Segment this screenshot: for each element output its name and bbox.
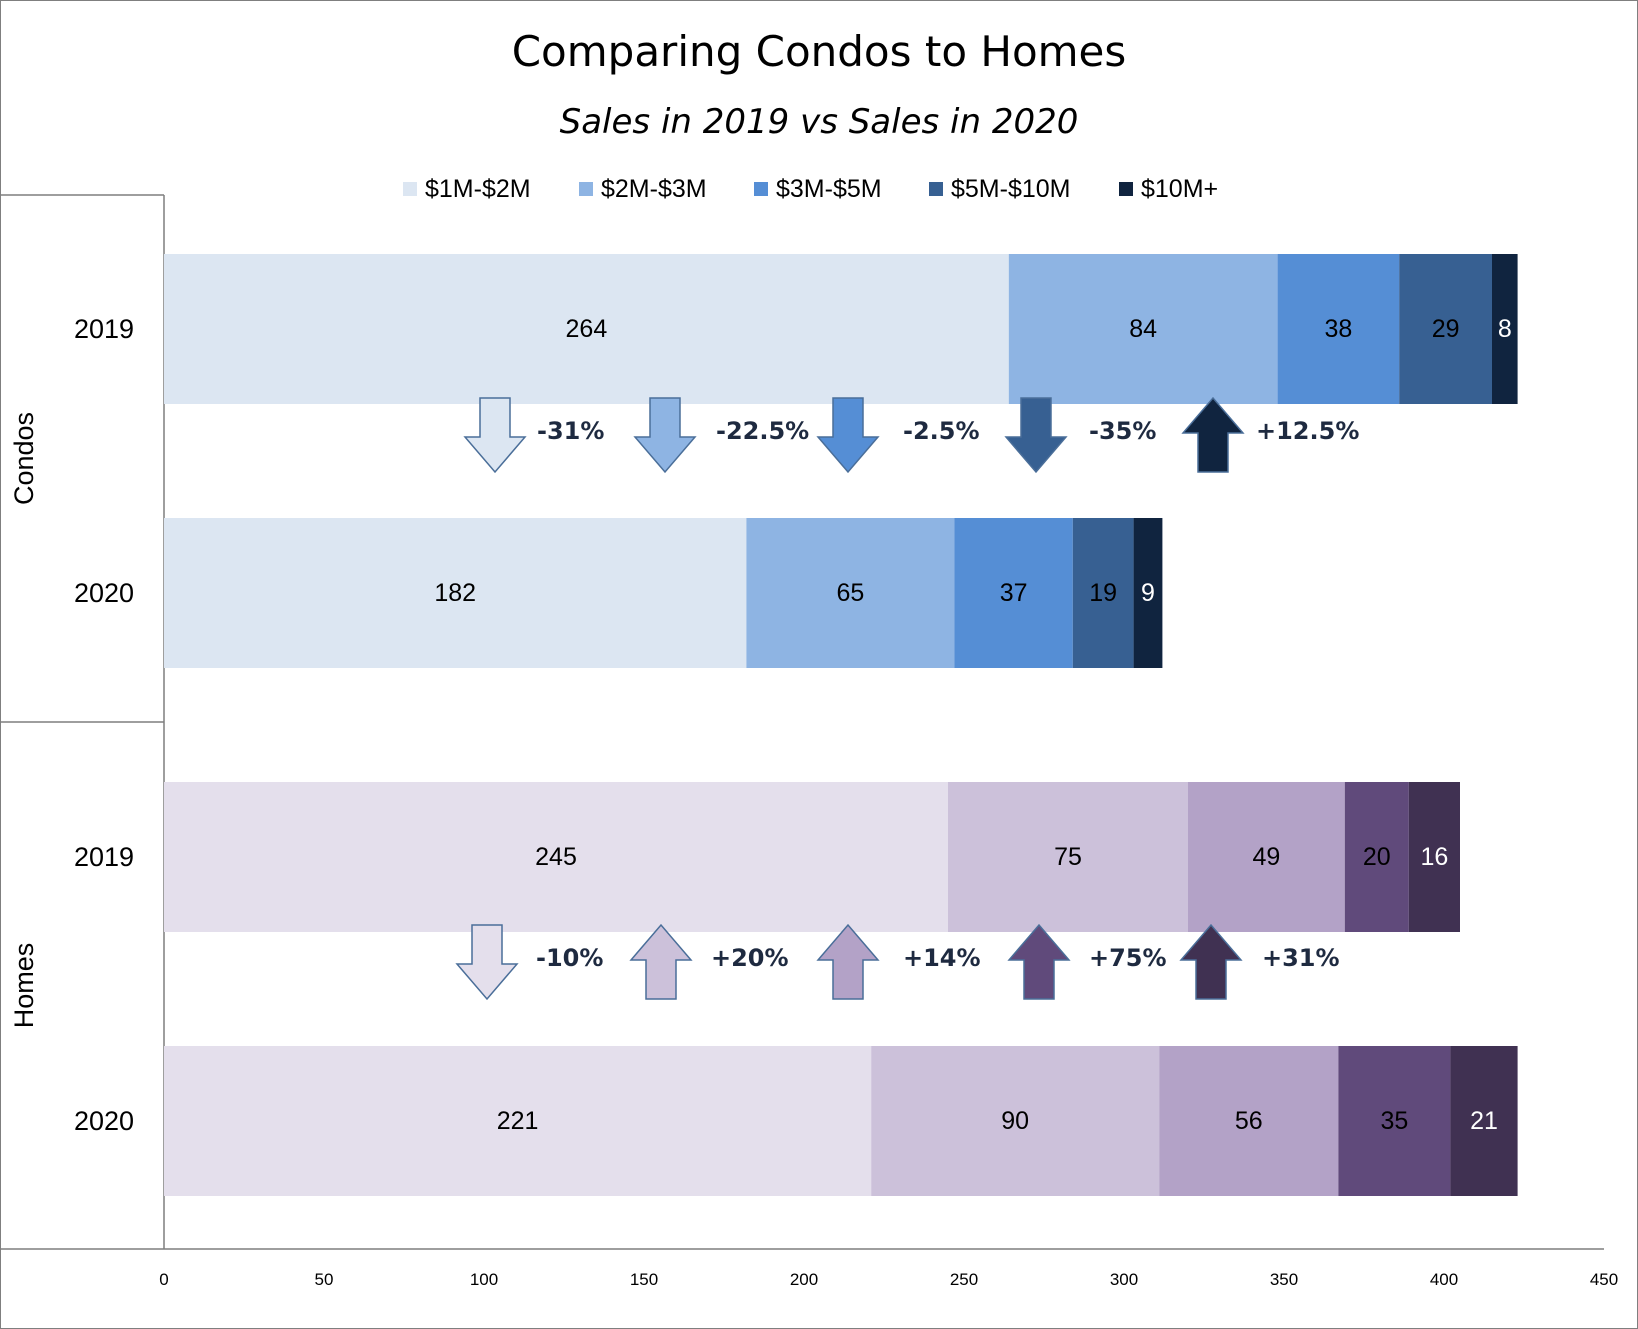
bar-segment	[1492, 254, 1518, 404]
bar-segment	[1277, 254, 1400, 404]
data-label: 21	[1470, 1107, 1498, 1135]
x-tick-label: 400	[1430, 1270, 1458, 1289]
x-tick-label: 300	[1110, 1270, 1138, 1289]
data-label: 16	[1420, 843, 1448, 871]
legend-swatch	[929, 182, 943, 196]
category-label: 2020	[74, 578, 134, 608]
down-arrow-icon	[633, 397, 697, 474]
up-arrow-icon	[1179, 923, 1243, 1000]
bar-segment	[1399, 254, 1492, 404]
category-label: 2019	[74, 842, 134, 872]
percent-change-label: -35%	[1089, 417, 1156, 445]
x-tick-label: 100	[470, 1270, 498, 1289]
bar-segment	[1008, 254, 1278, 404]
bar-segment	[1072, 518, 1134, 668]
percent-change-label: -2.5%	[903, 417, 980, 445]
legend-swatch	[1119, 182, 1133, 196]
x-tick-label: 250	[950, 1270, 978, 1289]
bar-segment	[1133, 518, 1163, 668]
legend-label: $5M-$10M	[951, 175, 1071, 203]
data-label: 20	[1363, 843, 1391, 871]
chart-subtitle: Sales in 2019 vs Sales in 2020	[560, 102, 1079, 142]
bar-segment	[1450, 1046, 1518, 1196]
legend-label: $3M-$5M	[776, 175, 882, 203]
percent-change-label: +14%	[903, 944, 981, 972]
x-tick-label: 200	[790, 1270, 818, 1289]
x-tick-label: 150	[630, 1270, 658, 1289]
legend-label: $2M-$3M	[601, 175, 707, 203]
down-arrow-icon	[463, 397, 527, 474]
bar-segment	[954, 518, 1073, 668]
bar-segment	[1344, 782, 1409, 932]
legend-item: $3M-$5M	[754, 175, 882, 203]
legend-swatch	[403, 182, 417, 196]
data-label: 8	[1498, 315, 1512, 343]
bar-segment	[164, 1046, 872, 1196]
down-arrow-icon	[455, 924, 519, 1001]
legend-swatch	[579, 182, 593, 196]
x-tick-label: 50	[315, 1270, 334, 1289]
group-label: Condos	[9, 412, 39, 505]
data-label: 221	[497, 1107, 539, 1135]
legend-swatch	[754, 182, 768, 196]
bar-segment	[164, 254, 1009, 404]
up-arrow-icon	[1181, 396, 1245, 473]
bar-segment	[1188, 782, 1345, 932]
legend-item: $5M-$10M	[929, 175, 1071, 203]
percent-change-label: +20%	[711, 944, 789, 972]
up-arrow-icon	[1007, 923, 1071, 1000]
x-tick-label: 350	[1270, 1270, 1298, 1289]
data-label: 49	[1252, 843, 1280, 871]
percent-change-label: -10%	[536, 944, 603, 972]
data-label: 35	[1380, 1107, 1408, 1135]
category-label: 2019	[74, 314, 134, 344]
bar-segment	[1338, 1046, 1451, 1196]
down-arrow-icon	[816, 397, 880, 474]
percent-change-label: -22.5%	[716, 417, 809, 445]
category-label: 2020	[74, 1106, 134, 1136]
percent-change-label: +75%	[1089, 944, 1167, 972]
up-arrow-icon	[816, 923, 880, 1000]
bar-segment	[871, 1046, 1160, 1196]
bar-segment	[1159, 1046, 1339, 1196]
legend-item: $1M-$2M	[403, 175, 531, 203]
data-label: 9	[1141, 579, 1155, 607]
x-tick-label: 450	[1590, 1270, 1618, 1289]
percent-change-label: +12.5%	[1256, 417, 1359, 445]
data-label: 75	[1054, 843, 1082, 871]
bar-segment	[164, 518, 747, 668]
legend-item: $10M+	[1119, 175, 1218, 203]
percent-change-label: +31%	[1262, 944, 1340, 972]
data-label: 56	[1235, 1107, 1263, 1135]
data-label: 245	[535, 843, 577, 871]
legend-label: $1M-$2M	[425, 175, 531, 203]
data-label: 65	[836, 579, 864, 607]
data-label: 84	[1129, 315, 1157, 343]
bar-segment	[948, 782, 1188, 932]
chart-title: Comparing Condos to Homes	[512, 27, 1127, 76]
data-label: 182	[434, 579, 476, 607]
data-label: 90	[1001, 1107, 1029, 1135]
legend-item: $2M-$3M	[579, 175, 707, 203]
data-label: 264	[566, 315, 608, 343]
data-label: 19	[1089, 579, 1117, 607]
data-label: 29	[1432, 315, 1460, 343]
x-tick-label: 0	[159, 1270, 168, 1289]
group-label: Homes	[9, 943, 39, 1029]
legend-label: $10M+	[1141, 175, 1218, 203]
bar-segment	[1408, 782, 1460, 932]
data-label: 37	[1000, 579, 1028, 607]
bar-segment	[746, 518, 955, 668]
percent-change-label: -31%	[537, 417, 604, 445]
data-label: 38	[1324, 315, 1352, 343]
down-arrow-icon	[1004, 397, 1068, 474]
bar-segment	[164, 782, 948, 932]
up-arrow-icon	[629, 923, 693, 1000]
